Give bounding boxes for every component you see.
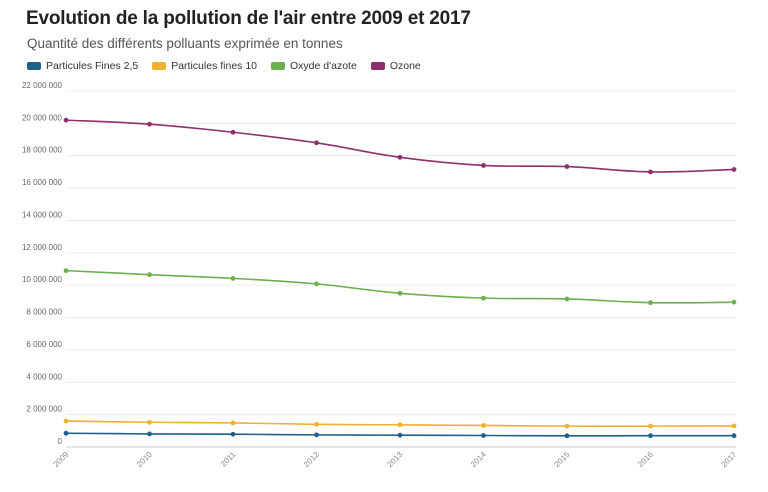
y-tick-label: 6 000 000 [26,340,62,349]
x-tick-label: 2010 [135,450,154,469]
x-tick-label: 2009 [51,450,70,469]
legend-swatch [27,62,41,70]
y-tick-label: 8 000 000 [26,308,62,317]
data-point [147,121,152,127]
data-point [648,169,653,175]
data-point [481,163,486,168]
y-tick-label: 4 000 000 [26,372,62,381]
data-point [481,295,486,301]
legend-label: Ozone [389,60,421,72]
data-point [564,433,570,439]
y-tick-label: 16 000 000 [22,178,63,187]
data-point [314,281,319,287]
data-point [731,167,737,172]
data-point [314,432,319,438]
data-point [481,423,486,428]
series-line [65,119,735,173]
legend-label: Particules Fines 2,5 [46,60,139,72]
data-point [314,140,319,146]
data-point [230,420,236,426]
x-tick-label: 2015 [552,450,571,469]
x-tick-label: 2011 [219,450,238,469]
x-tick-label: 2014 [469,450,488,469]
data-point [648,300,653,306]
data-point [63,268,69,274]
legend-swatch [152,62,167,70]
data-point [397,422,403,428]
chart-subtitle: Quantité des différents polluants exprim… [27,36,343,51]
legend-label: Oxyde d'azote [290,60,357,72]
series-line [65,269,735,304]
data-point [230,275,236,281]
data-point [397,432,403,438]
data-point [731,423,737,429]
y-tick-label: 18 000 000 [22,146,63,155]
data-point [481,433,486,438]
data-point [63,418,69,424]
data-point [63,117,69,123]
legend-item[interactable]: Particules fines 10 [152,60,257,72]
data-point [147,431,152,437]
y-tick-label: 0 [58,437,63,446]
data-point [731,299,737,305]
data-point [648,423,653,429]
legend-label: Particules fines 10 [171,60,258,72]
legend-swatch [271,62,286,70]
x-tick-label: 2016 [636,450,655,469]
data-point [564,164,570,169]
x-tick-label: 2012 [302,450,321,469]
chart-title: Evolution de la pollution de l'air entre… [26,8,471,29]
x-tick-label: 2013 [385,450,404,469]
data-point [397,290,403,296]
data-point [731,433,737,439]
data-point [230,129,236,135]
data-point [63,430,69,436]
data-point [147,272,152,278]
y-tick-label: 10 000 000 [22,275,63,284]
y-tick-label: 14 000 000 [22,210,63,219]
legend-item[interactable]: Oxyde d'azote [271,60,357,72]
data-point [230,431,236,437]
data-point [397,154,403,160]
y-tick-label: 22 000 000 [22,81,63,90]
data-point [314,421,319,427]
legend-item[interactable]: Particules Fines 2,5 [27,60,138,72]
legend-swatch [370,62,385,70]
data-point [564,423,570,429]
data-point [648,433,653,439]
chart-legend: Particules Fines 2,5 Particules fines 10 O… [27,60,435,72]
legend-item[interactable]: Ozone [370,60,421,72]
data-point [147,419,152,425]
data-point [564,296,570,302]
y-tick-label: 20 000 000 [22,113,63,122]
y-tick-label: 12 000 000 [22,243,63,252]
x-tick-label: 2017 [719,450,738,469]
y-tick-label: 2 000 000 [26,405,62,414]
